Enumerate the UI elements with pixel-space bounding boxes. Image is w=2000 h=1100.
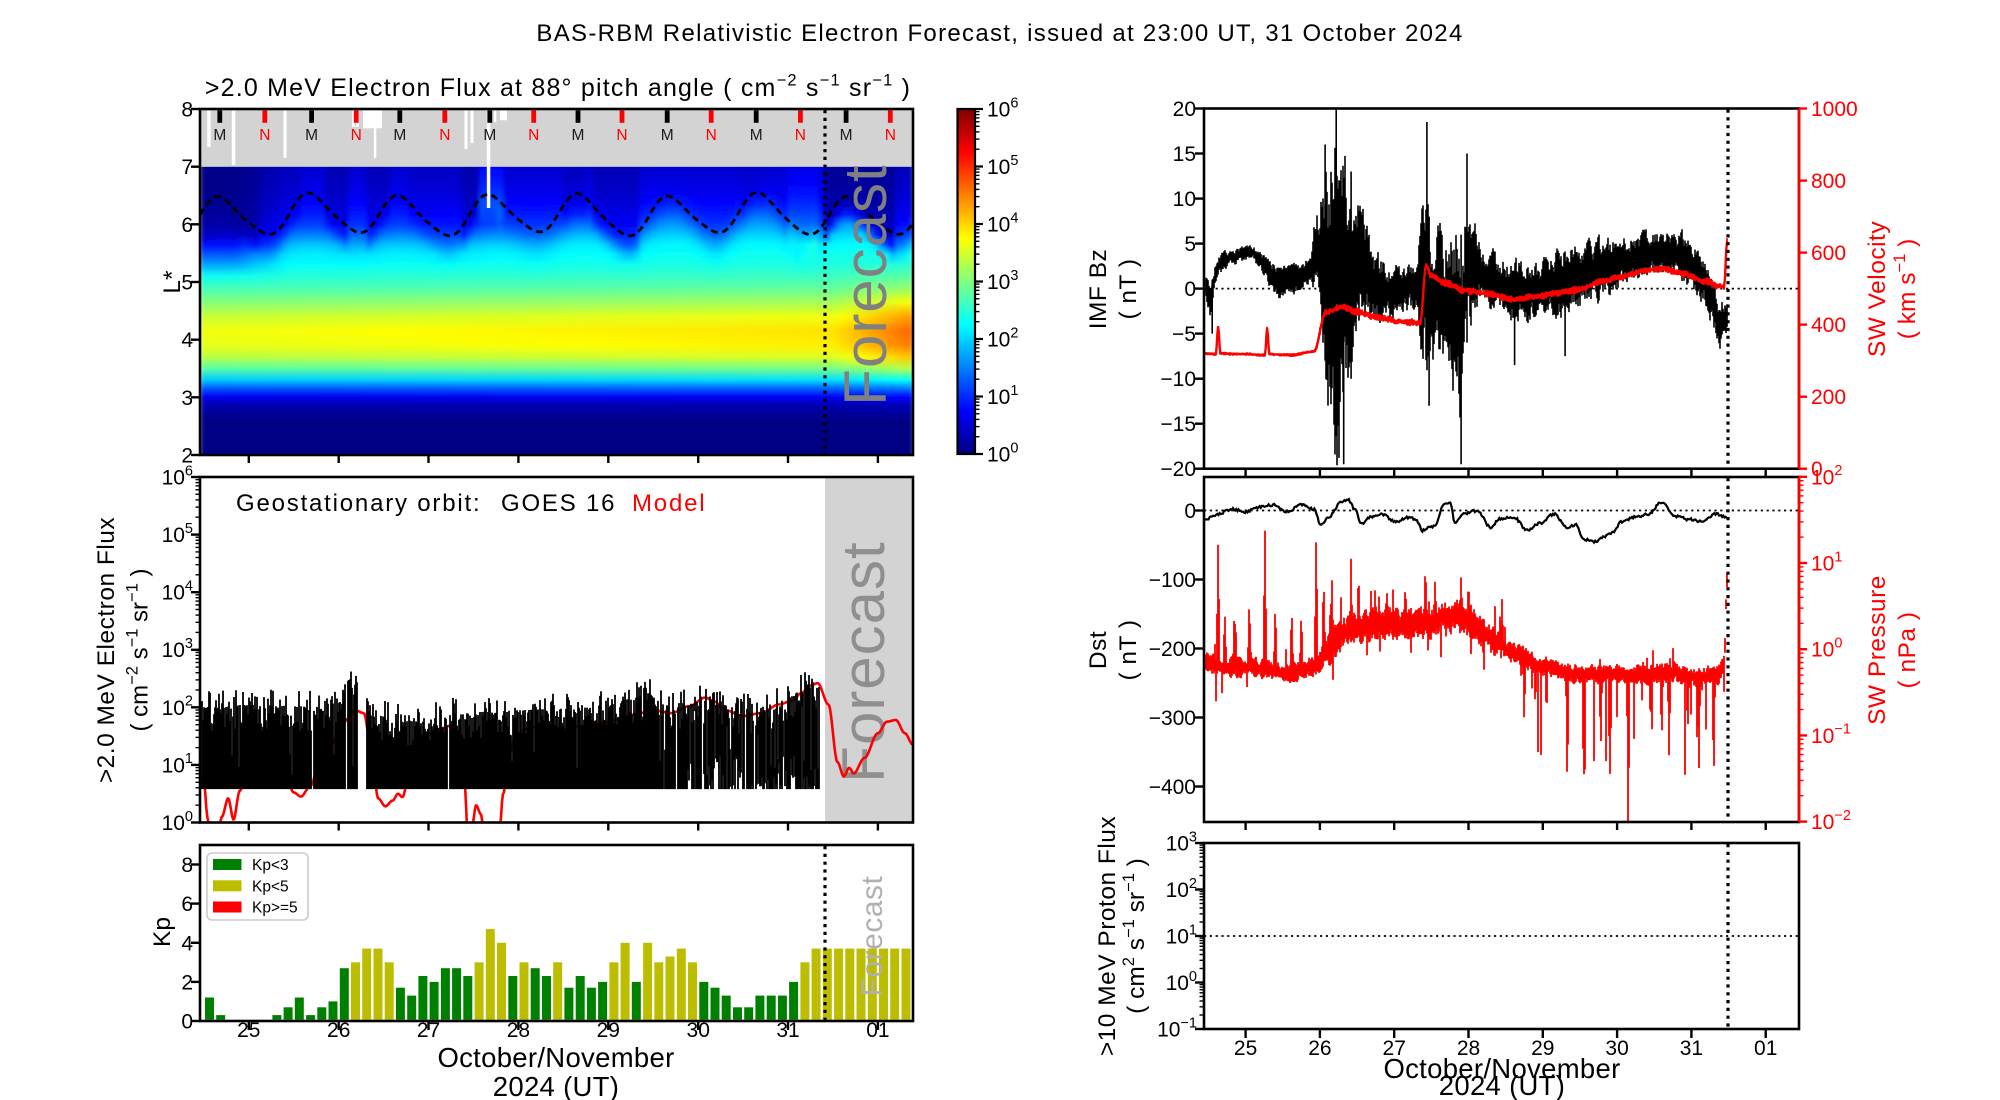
svg-text:4: 4: [181, 932, 193, 955]
svg-text:7: 7: [181, 156, 193, 179]
svg-text:10−1: 10−1: [1157, 1015, 1197, 1041]
svg-text:Forecast: Forecast: [832, 164, 899, 405]
svg-text:600: 600: [1811, 242, 1846, 265]
svg-text:−15: −15: [1160, 413, 1196, 436]
svg-text:M: M: [750, 127, 763, 144]
svg-text:M: M: [393, 127, 406, 144]
svg-text:29: 29: [597, 1019, 620, 1042]
svg-text:4: 4: [181, 329, 193, 352]
svg-text:>2.0 MeV Electron Flux: >2.0 MeV Electron Flux: [93, 517, 120, 783]
svg-text:102: 102: [987, 325, 1018, 351]
svg-text:SW Pressure: SW Pressure: [1864, 575, 1891, 725]
svg-text:15: 15: [1173, 143, 1196, 166]
svg-text:2024 (UT): 2024 (UT): [493, 1071, 620, 1100]
svg-text:Kp: Kp: [149, 917, 176, 947]
svg-text:5: 5: [1184, 233, 1196, 256]
svg-text:28: 28: [1457, 1037, 1480, 1060]
svg-text:Geostationary orbit:: Geostationary orbit:: [236, 490, 481, 517]
svg-text:−10: −10: [1160, 368, 1196, 391]
svg-text:2: 2: [181, 971, 193, 994]
svg-text:M: M: [213, 127, 226, 144]
svg-text:( nT ): ( nT ): [1115, 619, 1142, 680]
svg-text:28: 28: [507, 1019, 530, 1042]
svg-text:−300: −300: [1149, 707, 1196, 730]
svg-text:N: N: [885, 127, 896, 144]
svg-text:M: M: [840, 127, 853, 144]
svg-text:−400: −400: [1149, 776, 1196, 799]
svg-text:−200: −200: [1149, 638, 1196, 661]
svg-text:01: 01: [866, 1019, 889, 1042]
svg-text:0: 0: [1184, 278, 1196, 301]
svg-text:M: M: [572, 127, 585, 144]
svg-text:0: 0: [1811, 458, 1823, 481]
svg-text:Kp>=5: Kp>=5: [252, 900, 298, 917]
svg-text:25: 25: [237, 1019, 260, 1042]
svg-text:Forecast: Forecast: [856, 875, 889, 996]
svg-text:N: N: [616, 127, 627, 144]
svg-text:0: 0: [1184, 500, 1196, 523]
svg-text:( nPa ): ( nPa ): [1894, 611, 1921, 688]
svg-text:29: 29: [1531, 1037, 1554, 1060]
svg-text:400: 400: [1811, 314, 1846, 337]
svg-text:30: 30: [687, 1019, 710, 1042]
svg-text:N: N: [351, 127, 362, 144]
svg-text:N: N: [528, 127, 539, 144]
svg-text:Kp<5: Kp<5: [252, 878, 289, 895]
svg-text:October/November: October/November: [1383, 1053, 1620, 1084]
svg-text:26: 26: [327, 1019, 350, 1042]
svg-text:8: 8: [181, 99, 193, 122]
svg-text:>2.0 MeV Electron Flux at 88°: >2.0 MeV Electron Flux at 88° pitch angl…: [205, 72, 911, 103]
svg-text:10: 10: [1173, 188, 1196, 211]
svg-text:20: 20: [1173, 98, 1196, 121]
svg-text:6: 6: [181, 893, 193, 916]
svg-text:IMF Bz: IMF Bz: [1085, 249, 1112, 330]
svg-text:31: 31: [776, 1019, 799, 1042]
svg-text:5: 5: [181, 272, 193, 295]
svg-text:3: 3: [181, 387, 193, 410]
svg-text:25: 25: [1234, 1037, 1257, 1060]
svg-text:N: N: [706, 127, 717, 144]
svg-text:6: 6: [181, 214, 193, 237]
svg-text:M: M: [483, 127, 496, 144]
svg-text:N: N: [439, 127, 450, 144]
svg-text:27: 27: [417, 1019, 440, 1042]
svg-text:8: 8: [181, 854, 193, 877]
svg-text:M: M: [305, 127, 318, 144]
svg-text:−5: −5: [1172, 323, 1196, 346]
svg-text:BAS-RBM Relativistic Electron: BAS-RBM Relativistic Electron Forecast, …: [536, 20, 1463, 47]
svg-text:N: N: [259, 127, 270, 144]
svg-text:1000: 1000: [1811, 98, 1858, 121]
svg-text:01: 01: [1754, 1037, 1777, 1060]
svg-text:−100: −100: [1149, 569, 1196, 592]
svg-text:2024 (UT): 2024 (UT): [1439, 1070, 1566, 1100]
svg-text:2: 2: [181, 445, 193, 468]
svg-text:26: 26: [1308, 1037, 1331, 1060]
svg-text:200: 200: [1811, 386, 1846, 409]
svg-text:31: 31: [1680, 1037, 1703, 1060]
svg-text:0: 0: [181, 1011, 193, 1034]
svg-text:>10 MeV Proton Flux: >10 MeV Proton Flux: [1094, 816, 1121, 1056]
svg-text:( nT ): ( nT ): [1115, 258, 1142, 319]
svg-text:800: 800: [1811, 170, 1846, 193]
svg-text:−20: −20: [1160, 458, 1196, 481]
svg-text:SW Velocity: SW Velocity: [1864, 221, 1891, 357]
svg-text:October/November: October/November: [437, 1042, 674, 1073]
svg-text:27: 27: [1383, 1037, 1406, 1060]
svg-text:GOES 16: GOES 16: [501, 490, 616, 517]
svg-text:Kp<3: Kp<3: [252, 857, 289, 874]
svg-text:L*: L*: [159, 270, 186, 294]
svg-text:30: 30: [1605, 1037, 1628, 1060]
svg-text:M: M: [661, 127, 674, 144]
svg-text:Dst: Dst: [1085, 631, 1112, 669]
svg-text:Model: Model: [632, 490, 706, 517]
svg-text:( km s−1 ): ( km s−1 ): [1891, 239, 1921, 339]
svg-text:Forecast: Forecast: [830, 541, 897, 782]
svg-text:N: N: [795, 127, 806, 144]
